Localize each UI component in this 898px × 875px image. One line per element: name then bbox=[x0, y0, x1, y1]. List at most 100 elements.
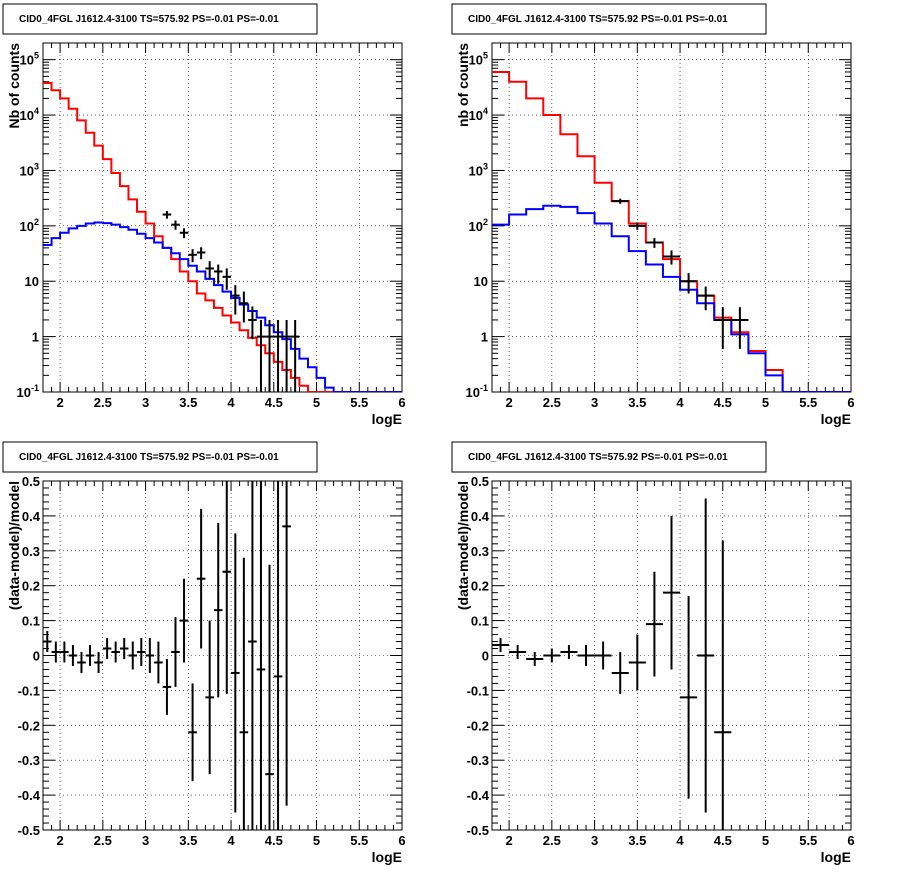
residual-point bbox=[714, 540, 732, 830]
x-tick-label: 3.5 bbox=[179, 833, 197, 848]
y-tick-label: 103 bbox=[469, 161, 488, 178]
source-model-line bbox=[492, 204, 851, 392]
x-tick-label: 3 bbox=[142, 395, 149, 410]
y-tick-label: 0 bbox=[33, 649, 40, 664]
x-tick-label: 6 bbox=[847, 833, 854, 848]
x-tick-label: 3.5 bbox=[628, 833, 646, 848]
y-tick-label: -0.3 bbox=[18, 753, 40, 768]
data-point bbox=[645, 238, 663, 248]
title-box bbox=[2, 3, 318, 35]
y-tick-label: -0.1 bbox=[467, 683, 489, 698]
x-tick-label: 2.5 bbox=[543, 833, 561, 848]
x-tick-label: 2.5 bbox=[543, 395, 561, 410]
residual-point bbox=[77, 652, 86, 673]
x-tick-label: 3 bbox=[591, 833, 598, 848]
residual-point bbox=[222, 481, 232, 694]
residual-point bbox=[680, 596, 698, 799]
residual-point bbox=[154, 641, 163, 684]
ticks bbox=[491, 42, 852, 393]
residual-point bbox=[111, 641, 120, 663]
y-tick-label: -0.5 bbox=[467, 823, 489, 838]
residual-point bbox=[145, 638, 155, 673]
data-point bbox=[697, 286, 715, 311]
y-axis-label: (data-model)/model bbox=[455, 481, 471, 610]
y-tick-label: 0.5 bbox=[22, 474, 40, 489]
data-point bbox=[265, 319, 274, 392]
x-tick-label: 2 bbox=[505, 833, 512, 848]
residual-point bbox=[492, 638, 510, 653]
residual-point bbox=[662, 515, 681, 670]
y-tick-label: 0.4 bbox=[22, 509, 41, 524]
residual-point bbox=[265, 564, 274, 830]
y-tick-label: -0.1 bbox=[18, 683, 40, 698]
y-tick-label: 0.2 bbox=[22, 579, 40, 594]
y-tick-label: 104 bbox=[469, 106, 488, 123]
y-tick-label: 102 bbox=[469, 217, 488, 234]
y-tick-label: -0.5 bbox=[18, 823, 40, 838]
plot-area bbox=[492, 498, 732, 830]
data-point bbox=[680, 273, 698, 294]
grid bbox=[43, 480, 403, 831]
y-tick-label: 0.4 bbox=[471, 509, 490, 524]
y-axis-label: Nb of counts bbox=[6, 43, 22, 129]
panel-title: CID0_4FGL J1612.4-3100 TS=575.92 PS=-0.0… bbox=[19, 452, 279, 463]
y-tick-label: -0.2 bbox=[18, 718, 40, 733]
x-tick-label: 2 bbox=[56, 833, 63, 848]
panel-3: CID0_4FGL J1612.4-3100 TS=575.92 PS=-0.0… bbox=[2, 441, 406, 865]
x-tick-label: 2 bbox=[56, 395, 63, 410]
data-point bbox=[205, 261, 214, 279]
data-point bbox=[731, 307, 749, 349]
plot-frame bbox=[42, 480, 403, 831]
plot-frame bbox=[491, 42, 852, 393]
y-tick-label: 102 bbox=[20, 217, 39, 234]
panel-title: CID0_4FGL J1612.4-3100 TS=575.92 PS=-0.0… bbox=[468, 14, 728, 25]
x-axis-label: logE bbox=[821, 849, 851, 865]
x-tick-label: 4.5 bbox=[714, 395, 732, 410]
plot-frame bbox=[42, 42, 403, 393]
residual-point bbox=[231, 533, 240, 813]
residual-point bbox=[645, 571, 663, 677]
residual-point bbox=[509, 645, 527, 659]
plot-area bbox=[492, 70, 851, 392]
residual-point bbox=[85, 645, 95, 666]
data-point bbox=[256, 319, 266, 392]
residual-point bbox=[611, 652, 629, 694]
data-point bbox=[611, 198, 629, 204]
residual-point bbox=[213, 522, 223, 698]
residual-point bbox=[137, 638, 146, 666]
x-tick-label: 3 bbox=[142, 833, 149, 848]
residual-point bbox=[594, 641, 612, 670]
residual-point bbox=[171, 617, 180, 687]
x-tick-label: 4 bbox=[227, 395, 235, 410]
x-tick-label: 6 bbox=[398, 395, 405, 410]
residual-point bbox=[628, 634, 646, 691]
grid bbox=[43, 43, 403, 393]
x-tick-label: 3.5 bbox=[179, 395, 197, 410]
x-tick-label: 2 bbox=[505, 395, 512, 410]
residual-point bbox=[239, 557, 249, 830]
data-point bbox=[171, 220, 180, 230]
total-model-line bbox=[43, 81, 402, 392]
data-point bbox=[196, 247, 206, 260]
residual-point bbox=[188, 683, 197, 782]
data-point bbox=[222, 268, 232, 290]
x-tick-label: 4 bbox=[676, 833, 684, 848]
y-tick-label: 0.3 bbox=[471, 544, 489, 559]
residual-point bbox=[179, 578, 189, 663]
x-tick-label: 4.5 bbox=[714, 833, 732, 848]
data-point bbox=[239, 291, 249, 323]
y-tick-label: 0.5 bbox=[471, 474, 489, 489]
x-tick-label: 5.5 bbox=[799, 833, 817, 848]
x-tick-label: 5 bbox=[313, 395, 320, 410]
y-tick-label: 104 bbox=[20, 106, 39, 123]
residual-point bbox=[68, 645, 78, 666]
y-tick-label: -0.3 bbox=[467, 753, 489, 768]
y-tick-label: 0.2 bbox=[471, 579, 489, 594]
ticks bbox=[491, 480, 852, 831]
ticks bbox=[42, 480, 403, 831]
y-tick-label: 10 bbox=[474, 274, 488, 289]
y-axis-label: (data-model)/model bbox=[6, 481, 22, 610]
y-tick-label: 0.3 bbox=[22, 544, 40, 559]
panel-4: CID0_4FGL J1612.4-3100 TS=575.92 PS=-0.0… bbox=[451, 441, 855, 865]
